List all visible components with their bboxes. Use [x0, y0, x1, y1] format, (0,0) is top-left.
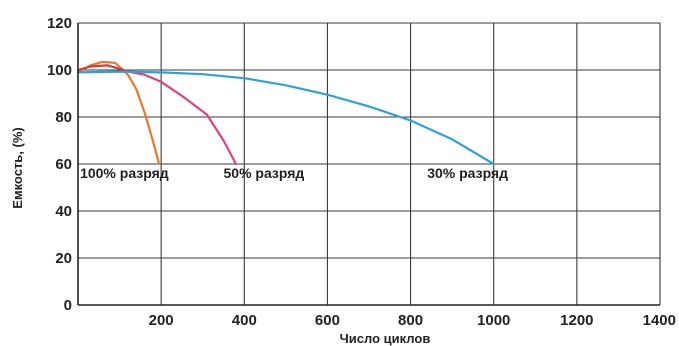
y-axis-label: Емкость, (%) — [10, 127, 25, 208]
annotation-label: 30% разряд — [427, 165, 508, 181]
annotations: 100% разряд 50% разряд 30% разряд — [80, 165, 508, 181]
annotation-label: 100% разряд — [80, 165, 169, 181]
x-tick-label: 1200 — [560, 312, 593, 329]
x-tick-label: 200 — [149, 312, 174, 329]
tick-labels: 0 20 40 60 80 100 120 200 400 600 800 1000 1200 1400 — [47, 15, 676, 329]
y-tick-label: 100 — [47, 62, 72, 79]
y-tick-label: 120 — [47, 15, 72, 32]
x-tick-label: 800 — [398, 312, 423, 329]
x-tick-label: 400 — [232, 312, 257, 329]
x-tick-label: 1400 — [643, 312, 676, 329]
series-line-1 — [76, 60, 161, 166]
y-tick-label: 0 — [64, 297, 72, 314]
x-tick-label: 1000 — [477, 312, 510, 329]
annotation-label: 50% разряд — [224, 165, 305, 181]
series-line-4 — [76, 70, 495, 166]
y-tick-label: 20 — [55, 250, 72, 267]
y-tick-label: 60 — [55, 156, 72, 173]
grid — [78, 22, 661, 305]
axes — [77, 23, 660, 306]
series-line-3 — [130, 71, 238, 166]
y-tick-label: 80 — [55, 109, 72, 126]
series-lines — [76, 60, 495, 166]
x-tick-label: 600 — [315, 312, 340, 329]
x-axis-label: Число циклов — [340, 331, 431, 346]
y-tick-label: 40 — [55, 203, 72, 220]
